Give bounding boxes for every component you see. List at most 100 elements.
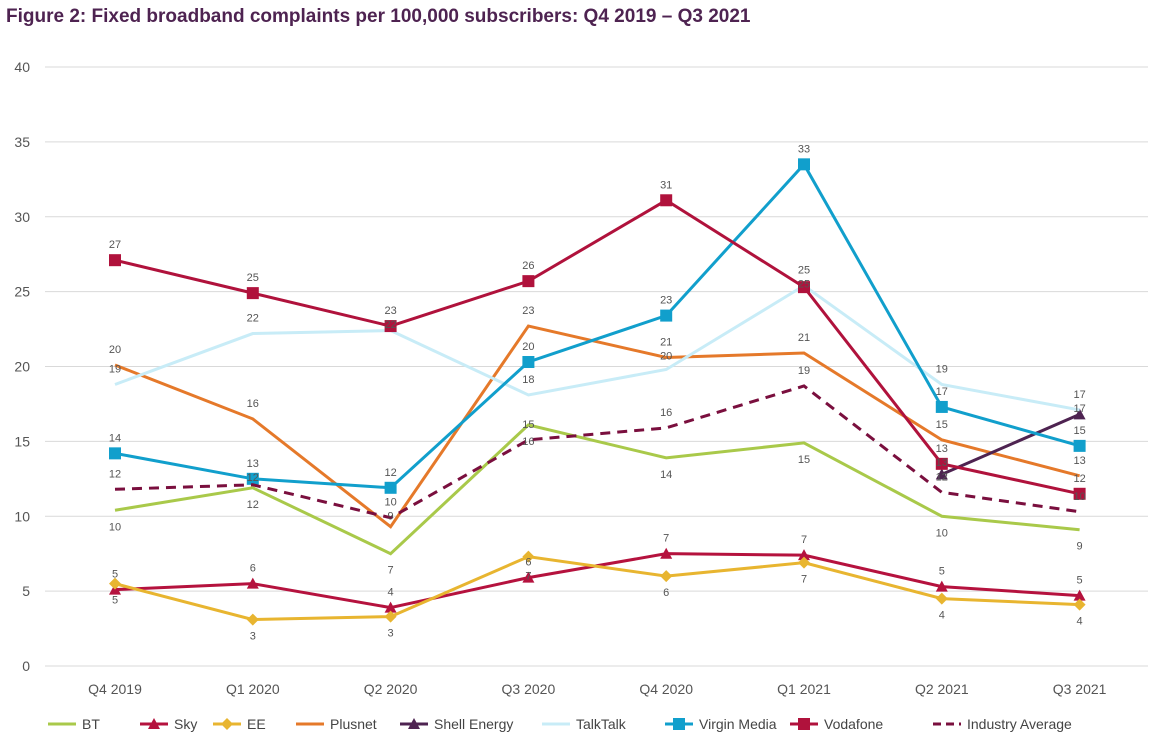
y-tick-label: 30 bbox=[14, 209, 30, 225]
y-tick-label: 25 bbox=[14, 284, 30, 300]
industry-average-data-label: 10 bbox=[384, 497, 396, 509]
virgin-media-data-label: 12 bbox=[384, 467, 396, 479]
virgin-media-marker bbox=[660, 309, 673, 322]
sky-marker bbox=[522, 571, 535, 583]
virgin-media-marker bbox=[798, 158, 810, 171]
talktalk-data-label: 25 bbox=[798, 265, 810, 277]
x-tick-label: Q3 2021 bbox=[1053, 681, 1107, 697]
sky-marker bbox=[798, 549, 810, 561]
bt-line bbox=[114, 423, 1080, 556]
y-tick-label: 40 bbox=[14, 59, 30, 75]
y-tick-label: 0 bbox=[22, 658, 30, 674]
shell-energy-data-label: 13 bbox=[936, 457, 948, 469]
ee-marker bbox=[109, 577, 121, 590]
ee-data-label: 4 bbox=[939, 610, 945, 622]
plusnet-data-label: 20 bbox=[109, 344, 121, 356]
virgin-media-marker bbox=[522, 356, 535, 369]
sky-marker bbox=[246, 577, 259, 589]
plusnet-line bbox=[114, 324, 1080, 529]
vodafone-marker bbox=[246, 287, 259, 300]
sky-data-label: 5 bbox=[939, 566, 945, 578]
sky-data-label: 5 bbox=[112, 569, 118, 581]
y-tick-label: 15 bbox=[14, 433, 30, 449]
bt-data-label: 14 bbox=[660, 469, 672, 481]
industry-average-data-label: 12 bbox=[247, 472, 259, 484]
sky-line bbox=[114, 552, 1080, 610]
virgin-media-data-label: 15 bbox=[1073, 425, 1085, 437]
legend-label-sky: Sky bbox=[174, 716, 197, 732]
ee-data-label: 4 bbox=[1077, 616, 1083, 628]
bt-data-label: 15 bbox=[798, 454, 810, 466]
vodafone-marker bbox=[109, 254, 121, 267]
talktalk-data-label: 19 bbox=[936, 363, 948, 375]
x-tick-label: Q3 2020 bbox=[502, 681, 556, 697]
virgin-media-marker bbox=[109, 447, 121, 460]
virgin-media-line bbox=[114, 161, 1081, 490]
x-tick-label: Q4 2019 bbox=[88, 681, 142, 697]
talktalk-data-label: 17 bbox=[1073, 389, 1085, 401]
legend-label-shell-energy: Shell Energy bbox=[434, 716, 513, 732]
vodafone-data-label: 26 bbox=[522, 260, 534, 272]
talktalk-data-label: 19 bbox=[109, 363, 121, 375]
x-tick-label: Q1 2021 bbox=[777, 681, 831, 697]
y-tick-label: 20 bbox=[14, 359, 30, 375]
ee-data-label: 5 bbox=[112, 595, 118, 607]
legend-label-ee: EE bbox=[247, 716, 266, 732]
plusnet-data-label: 15 bbox=[936, 419, 948, 431]
shell-energy-data-label: 17 bbox=[1073, 403, 1085, 415]
industry-average-data-label: 10 bbox=[1073, 491, 1085, 503]
sky-data-label: 7 bbox=[663, 533, 669, 545]
ee-marker bbox=[246, 613, 259, 626]
bt-data-label: 12 bbox=[247, 499, 259, 511]
legend-label-vodafone: Vodafone bbox=[824, 716, 883, 732]
industry-average-data-label: 12 bbox=[109, 468, 121, 480]
legend-label-plusnet: Plusnet bbox=[330, 716, 377, 732]
x-tick-label: Q2 2020 bbox=[364, 681, 418, 697]
ee-marker bbox=[522, 550, 535, 563]
vodafone-marker bbox=[660, 194, 673, 207]
plusnet-data-label: 23 bbox=[522, 305, 534, 317]
virgin-media-data-label: 20 bbox=[522, 341, 534, 353]
sky-data-label: 4 bbox=[388, 587, 394, 599]
sky-data-label: 6 bbox=[250, 563, 256, 575]
sky-marker bbox=[148, 718, 160, 729]
shell-energy-marker bbox=[408, 718, 420, 729]
virgin-media-data-label: 13 bbox=[247, 458, 259, 470]
ee-marker bbox=[935, 592, 948, 605]
industry-average-data-label: 19 bbox=[798, 365, 810, 377]
virgin-media-data-label: 17 bbox=[936, 386, 948, 398]
x-tick-label: Q2 2021 bbox=[915, 681, 969, 697]
ee-marker bbox=[221, 718, 233, 730]
bt-data-label: 16 bbox=[522, 436, 534, 448]
y-tick-label: 5 bbox=[22, 583, 30, 599]
virgin-media-marker bbox=[935, 400, 948, 413]
vodafone-data-label: 25 bbox=[247, 272, 259, 284]
ee-data-label: 3 bbox=[388, 628, 394, 640]
ee-marker bbox=[384, 610, 397, 623]
industry-average-data-label: 15 bbox=[522, 419, 534, 431]
talktalk-data-label: 18 bbox=[522, 374, 534, 386]
legend-label-bt: BT bbox=[82, 716, 100, 732]
vodafone-data-label: 25 bbox=[798, 279, 810, 291]
shell-energy-line bbox=[941, 413, 1081, 476]
ee-marker bbox=[798, 556, 810, 569]
ee-data-label: 7 bbox=[525, 571, 531, 583]
plusnet-data-label: 21 bbox=[798, 332, 810, 344]
vodafone-data-label: 27 bbox=[109, 239, 121, 251]
virgin-media-marker bbox=[1073, 439, 1086, 452]
ee-marker bbox=[1073, 598, 1086, 611]
ee-data-label: 3 bbox=[250, 631, 256, 643]
vodafone-marker bbox=[798, 281, 810, 294]
sky-data-label: 5 bbox=[1077, 575, 1083, 587]
industry-average-line bbox=[114, 384, 1080, 520]
vodafone-line bbox=[114, 198, 1080, 496]
industry-average-data-label: 16 bbox=[660, 407, 672, 419]
bt-data-label: 9 bbox=[1077, 541, 1083, 553]
vodafone-marker bbox=[522, 275, 535, 288]
talktalk-data-label: 22 bbox=[384, 319, 396, 331]
virgin-media-marker bbox=[246, 472, 259, 485]
sky-marker bbox=[660, 547, 673, 559]
ee-data-label: 7 bbox=[801, 574, 807, 586]
vodafone-data-label: 13 bbox=[936, 443, 948, 455]
